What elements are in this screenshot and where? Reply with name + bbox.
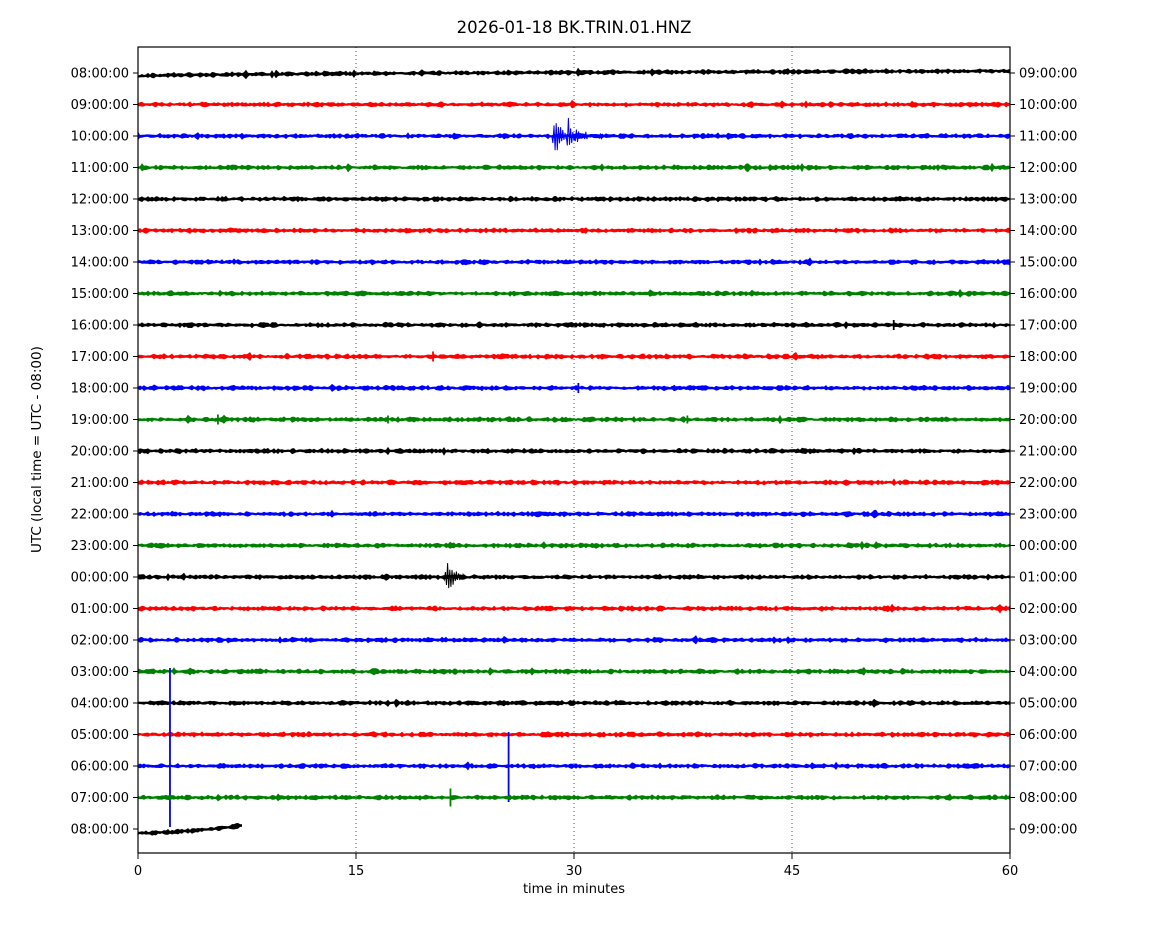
trace-12:00:00 xyxy=(138,195,1010,203)
row-right-label: 10:00:00 xyxy=(1019,98,1077,113)
x-tick-label: 60 xyxy=(1002,864,1019,879)
trace-02:00:00 xyxy=(138,635,1010,645)
row-left-label: 03:00:00 xyxy=(71,665,129,680)
event-burst xyxy=(583,131,590,140)
row-right-label: 02:00:00 xyxy=(1019,602,1077,617)
trace-14:00:00 xyxy=(138,257,1010,267)
row-left-label: 16:00:00 xyxy=(71,319,129,334)
row-right-label: 03:00:00 xyxy=(1019,634,1077,649)
x-axis-label: time in minutes xyxy=(522,882,626,897)
row-right-label: 16:00:00 xyxy=(1019,287,1077,302)
row-left-label: 04:00:00 xyxy=(71,697,129,712)
row-right-label: 23:00:00 xyxy=(1019,508,1077,523)
trace-18:00:00 xyxy=(138,383,1010,392)
event-burst xyxy=(442,563,465,589)
trace-23:00:00 xyxy=(138,540,1010,551)
row-right-label: 14:00:00 xyxy=(1019,224,1077,239)
row-left-label: 23:00:00 xyxy=(71,539,129,554)
row-left-label: 00:00:00 xyxy=(71,571,129,586)
trace-20:00:00 xyxy=(138,446,1010,456)
trace-21:00:00 xyxy=(138,478,1010,486)
row-right-label: 04:00:00 xyxy=(1019,665,1077,680)
trace-13:00:00 xyxy=(138,227,1010,234)
trace-03:00:00 xyxy=(138,667,1010,676)
row-left-label: 18:00:00 xyxy=(71,382,129,397)
trace-16:00:00 xyxy=(138,321,1010,330)
row-right-label: 22:00:00 xyxy=(1019,476,1077,491)
trace-08:00:00 xyxy=(138,823,242,836)
row-right-label: 09:00:00 xyxy=(1019,67,1077,82)
row-right-label: 06:00:00 xyxy=(1019,728,1077,743)
trace-15:00:00 xyxy=(138,288,1010,298)
row-left-label: 09:00:00 xyxy=(71,98,129,113)
row-right-label: 09:00:00 xyxy=(1019,823,1077,838)
row-left-label: 14:00:00 xyxy=(71,256,129,271)
row-left-label: 08:00:00 xyxy=(71,823,129,838)
row-left-label: 02:00:00 xyxy=(71,634,129,649)
row-right-label: 19:00:00 xyxy=(1019,382,1077,397)
row-right-label: 17:00:00 xyxy=(1019,319,1077,334)
trace-00:00:00 xyxy=(138,572,1010,582)
row-left-label: 01:00:00 xyxy=(71,602,129,617)
trace-17:00:00 xyxy=(138,352,1010,361)
row-right-label: 11:00:00 xyxy=(1019,130,1077,145)
trace-04:00:00 xyxy=(138,698,1010,708)
row-right-label: 18:00:00 xyxy=(1019,350,1077,365)
row-right-label: 01:00:00 xyxy=(1019,571,1077,586)
row-left-label: 07:00:00 xyxy=(71,791,129,806)
row-left-label: 05:00:00 xyxy=(71,728,129,743)
row-left-label: 21:00:00 xyxy=(71,476,129,491)
row-right-label: 07:00:00 xyxy=(1019,760,1077,775)
row-right-label: 20:00:00 xyxy=(1019,413,1077,428)
trace-01:00:00 xyxy=(138,603,1010,614)
row-left-label: 06:00:00 xyxy=(71,760,129,775)
row-right-label: 12:00:00 xyxy=(1019,161,1077,176)
event-burst xyxy=(573,129,583,143)
x-tick-label: 30 xyxy=(566,864,583,879)
trace-22:00:00 xyxy=(138,509,1010,519)
trace-11:00:00 xyxy=(138,162,1010,173)
row-left-label: 10:00:00 xyxy=(71,130,129,145)
row-left-label: 17:00:00 xyxy=(71,350,129,365)
row-right-label: 15:00:00 xyxy=(1019,256,1077,271)
x-tick-label: 15 xyxy=(348,864,365,879)
row-right-label: 21:00:00 xyxy=(1019,445,1077,460)
event-burst xyxy=(551,123,568,151)
trace-09:00:00 xyxy=(138,99,1010,109)
row-right-label: 00:00:00 xyxy=(1019,539,1077,554)
x-tick-label: 45 xyxy=(784,864,801,879)
row-right-label: 08:00:00 xyxy=(1019,791,1077,806)
trace-06:00:00 xyxy=(138,761,1010,771)
row-left-label: 08:00:00 xyxy=(71,67,129,82)
trace-08:00:00 xyxy=(138,67,1010,80)
row-right-label: 13:00:00 xyxy=(1019,193,1077,208)
row-left-label: 11:00:00 xyxy=(71,161,129,176)
event-burst xyxy=(597,133,606,141)
row-left-label: 19:00:00 xyxy=(71,413,129,428)
trace-07:00:00 xyxy=(138,793,1010,802)
row-left-label: 22:00:00 xyxy=(71,508,129,523)
row-left-label: 13:00:00 xyxy=(71,224,129,239)
trace-19:00:00 xyxy=(138,414,1010,425)
trace-05:00:00 xyxy=(138,731,1010,738)
row-right-label: 05:00:00 xyxy=(1019,697,1077,712)
chart-title: 2026-01-18 BK.TRIN.01.HNZ xyxy=(456,18,692,37)
event-burst xyxy=(565,117,577,146)
x-tick-label: 0 xyxy=(134,864,142,879)
row-left-label: 20:00:00 xyxy=(71,445,129,460)
traces-group xyxy=(138,67,1010,836)
trace-10:00:00 xyxy=(138,131,1010,141)
row-left-label: 15:00:00 xyxy=(71,287,129,302)
row-left-label: 12:00:00 xyxy=(71,193,129,208)
